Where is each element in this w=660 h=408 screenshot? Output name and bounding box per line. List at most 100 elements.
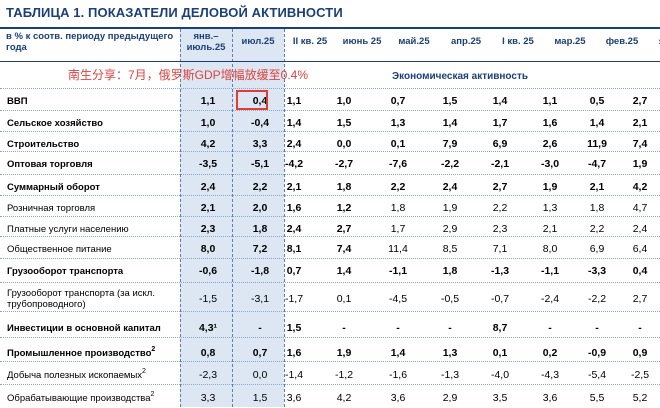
table-cell: 7,9	[442, 138, 458, 150]
row-label-text: Грузооборот транспорта (за искл. трубопр…	[7, 288, 155, 310]
row-divider	[0, 282, 660, 283]
row-label: Грузооборот транспорта (за искл. трубопр…	[7, 286, 179, 312]
table-cell: 4,3¹	[198, 322, 218, 334]
column-header: июл.25	[241, 36, 275, 47]
table-cell: 2,4	[632, 223, 648, 235]
table-cell: -0,4	[250, 117, 270, 129]
table-cell: 0,7	[390, 95, 406, 107]
table-cell: 1,6	[286, 347, 302, 359]
table-cell: -4,2	[284, 158, 304, 170]
row-label-text: Добыча полезных ископаемых	[7, 369, 143, 381]
row-divider	[0, 216, 660, 217]
table-cell: 8,0	[200, 243, 216, 255]
table-cell: -5,4	[587, 369, 607, 381]
table-cell: 6,4	[632, 243, 648, 255]
table-cell: 0,2	[542, 347, 558, 359]
table-cell: 1,8	[336, 181, 352, 193]
table-cell: -	[448, 322, 452, 334]
row-label-text: Промышленное производство	[7, 347, 152, 359]
table-cell: 8,1	[286, 243, 302, 255]
table-cell: 2,7	[632, 293, 648, 305]
column-header: янв.25	[648, 36, 660, 47]
column-header: май.25	[398, 36, 430, 47]
row-label-text: Строительство	[7, 138, 80, 150]
table-cell: 2,4	[442, 181, 458, 193]
column-separator	[180, 29, 181, 407]
table-cell: 3,6	[542, 392, 558, 404]
table-cell: 1,6	[286, 202, 302, 214]
column-header: фев.25	[605, 36, 639, 47]
table-cell: 11,9	[587, 138, 607, 150]
row-label: Сельское хозяйство	[7, 114, 179, 132]
table-cell: 1,4	[492, 95, 508, 107]
table-cell: 1,4	[286, 117, 302, 129]
table-cell: -2,4	[540, 293, 560, 305]
table-cell: -1,3	[490, 265, 510, 277]
table-cell: 2,1	[589, 181, 605, 193]
table-cell: 6,9	[589, 243, 605, 255]
table-cell: -5,1	[250, 158, 270, 170]
table-cell: 2,2	[390, 181, 406, 193]
row-label-text: Обрабатывающие производства	[7, 392, 151, 404]
table-cell: 2,7	[632, 95, 648, 107]
table-cell: -1,1	[540, 265, 560, 277]
table-cell: 2,1	[286, 181, 302, 193]
table-cell: 3,3	[252, 138, 268, 150]
table-cell: -	[258, 322, 262, 334]
table-cell: 2,3	[492, 223, 508, 235]
row-label-text: Розничная торговля	[7, 202, 96, 214]
table-cell: -	[342, 322, 346, 334]
table-cell: -1,3	[440, 369, 460, 381]
table-cell: 1,7	[390, 223, 406, 235]
table-cell: -7,6	[388, 158, 408, 170]
table-cell: 1,5	[252, 392, 268, 404]
table-cell: 4,2	[632, 181, 648, 193]
table-cell: 1,8	[442, 265, 458, 277]
table-cell: 1,6	[542, 117, 558, 129]
table-cell: -3,3	[587, 265, 607, 277]
overlay-annotation: 南生分享：7月，俄罗斯GDP增幅放缓至0.4%	[68, 68, 309, 82]
row-label: Инвестиции в основной капитал	[7, 315, 179, 341]
table-cell: -2,3	[198, 369, 218, 381]
row-label: Суммарный оборот	[7, 178, 179, 196]
table-cell: -0,5	[440, 293, 460, 305]
row-label-text: ВВП	[7, 95, 28, 107]
table-cell: 2,9	[442, 223, 458, 235]
table-cell: 0,4	[252, 95, 268, 107]
row-divider	[0, 131, 660, 132]
highlight-column-shade	[232, 29, 284, 407]
table-cell: 2,2	[492, 202, 508, 214]
row-divider	[0, 88, 660, 89]
title-divider	[0, 27, 660, 29]
table-cell: 8,0	[542, 243, 558, 255]
row-label: Промышленное производство 2	[7, 346, 156, 359]
table-cell: -0,6	[198, 265, 218, 277]
table-cell: -1,4	[284, 369, 304, 381]
table-cell: -4,7	[587, 158, 607, 170]
table-cell: 1,4	[390, 347, 406, 359]
table-cell: 1,1	[542, 95, 558, 107]
table-title: ТАБЛИЦА 1. ПОКАЗАТЕЛИ ДЕЛОВОЙ АКТИВНОСТИ	[6, 5, 343, 20]
row-divider	[0, 384, 660, 385]
table-cell: 7,2	[252, 243, 268, 255]
table-cell: 2,1	[542, 223, 558, 235]
row-divider	[0, 110, 660, 111]
table-cell: -	[595, 322, 599, 334]
row-divider	[0, 151, 660, 152]
table-cell: 6,9	[492, 138, 508, 150]
row-label: Грузооборот транспорта	[7, 262, 179, 280]
table-cell: 1,4	[336, 265, 352, 277]
row-label-text: Платные услуги населению	[7, 223, 129, 235]
table-cell: 7,4	[336, 243, 352, 255]
table-cell: 1,0	[336, 95, 352, 107]
row-label: Общественное питание	[7, 240, 179, 258]
table-cell: 1,3	[442, 347, 458, 359]
header-label: в % к соотв. периоду предыдущего года	[6, 31, 174, 53]
table-cell: 0,1	[336, 293, 352, 305]
table-cell: 1,8	[589, 202, 605, 214]
row-label: Оптовая торговля	[7, 155, 179, 173]
table-cell: 0,5	[589, 95, 605, 107]
table-cell: 0,0	[336, 138, 352, 150]
header-divider	[0, 61, 660, 62]
table-cell: -3,5	[198, 158, 218, 170]
